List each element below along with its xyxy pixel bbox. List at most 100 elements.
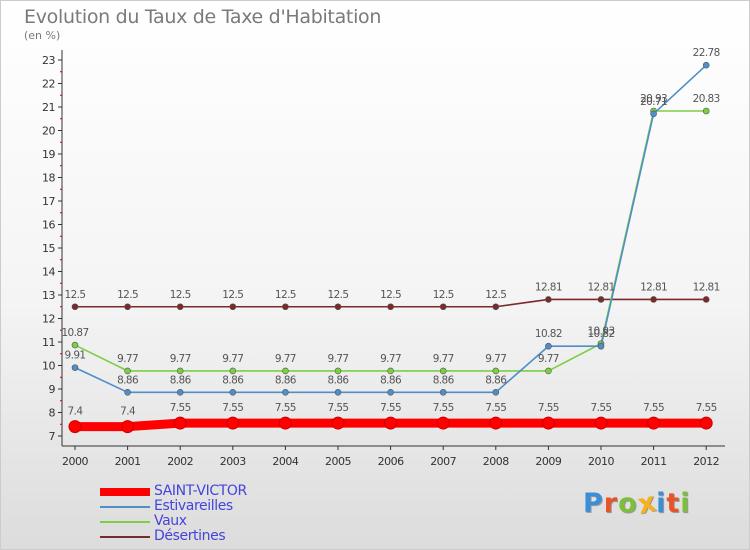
data-point	[594, 416, 608, 430]
data-label: 20.93	[640, 93, 667, 105]
data-label: 7.55	[696, 402, 717, 414]
data-label: 12.81	[535, 281, 562, 293]
data-label: 12.81	[640, 281, 667, 293]
data-label: 9.77	[222, 353, 243, 365]
data-label: 12.5	[433, 289, 454, 301]
data-label: 10.82	[535, 328, 562, 340]
data-label: 9.91	[65, 350, 86, 362]
legend-swatch	[100, 506, 150, 508]
data-point	[492, 367, 500, 375]
legend-label: Estivareilles	[154, 498, 233, 514]
data-label: 12.5	[222, 289, 243, 301]
y-tick-label: 9	[49, 383, 56, 396]
data-point	[282, 303, 289, 311]
data-label: 8.86	[275, 374, 297, 386]
data-point	[492, 303, 500, 311]
data-label: 10.82	[587, 328, 614, 340]
y-tick-label: 12	[42, 313, 55, 326]
data-point	[387, 388, 394, 396]
data-point	[334, 303, 342, 311]
x-tick-label: 2010	[588, 455, 614, 468]
legend-label: Vaux	[154, 513, 187, 529]
y-tick-label: 23	[42, 54, 55, 67]
x-tick-label: 2004	[272, 455, 298, 468]
data-label: 12.5	[485, 289, 506, 301]
x-tick-label: 2008	[483, 455, 509, 468]
data-point	[597, 296, 605, 303]
data-point	[229, 303, 237, 311]
data-label: 7.55	[433, 402, 454, 414]
data-label: 12.5	[65, 289, 86, 301]
data-point	[439, 367, 447, 375]
data-point	[439, 388, 447, 396]
data-label: 22.78	[693, 47, 720, 59]
data-point	[229, 388, 237, 396]
data-label: 7.4	[120, 406, 136, 418]
data-label: 12.81	[587, 281, 614, 293]
data-point	[384, 416, 398, 430]
data-label: 7.55	[328, 402, 349, 414]
data-point	[121, 420, 135, 434]
data-point	[226, 416, 240, 430]
y-tick-label: 15	[42, 242, 55, 255]
y-tick-label: 10	[42, 360, 55, 373]
data-point	[492, 388, 500, 396]
data-label: 12.5	[275, 289, 296, 301]
data-point	[124, 367, 131, 375]
data-label: 9.77	[117, 353, 138, 365]
data-point	[229, 367, 237, 375]
data-label: 9.77	[485, 353, 506, 365]
data-point	[176, 303, 184, 311]
series-estivareilles	[71, 61, 710, 396]
data-point	[545, 342, 552, 350]
data-label: 8.86	[222, 374, 244, 386]
data-point	[436, 416, 450, 430]
data-point	[71, 341, 79, 349]
data-labels: 12.5 12.5 12.5 12.5 12.5 12.5 12.5 12.5 12.5 12.8…	[61, 47, 720, 418]
data-point	[387, 303, 394, 311]
data-label: 20.71	[640, 96, 667, 108]
data-point	[489, 416, 503, 430]
data-point	[68, 420, 82, 434]
data-point	[647, 416, 661, 430]
data-label: 7.55	[275, 402, 296, 414]
data-point	[71, 364, 79, 371]
data-point	[331, 416, 345, 430]
x-tick-label: 2007	[430, 455, 456, 468]
data-label: 7.55	[538, 402, 559, 414]
x-tick-label: 2003	[220, 455, 246, 468]
x-tick-label: 2002	[167, 455, 193, 468]
data-point	[702, 61, 710, 69]
data-point	[334, 388, 342, 396]
y-tick-label: 11	[42, 336, 55, 349]
legend-swatch	[100, 488, 150, 496]
data-label: 9.77	[328, 353, 349, 365]
data-label: 12.81	[693, 281, 720, 293]
y-tick-label: 7	[49, 430, 56, 443]
data-label: 10.93	[587, 326, 614, 338]
data-label: 9.77	[170, 353, 191, 365]
data-point	[545, 296, 552, 303]
x-tick-label: 2001	[115, 455, 141, 468]
proxiti-logo: Proxiti	[583, 486, 691, 521]
data-point	[545, 367, 552, 375]
chart-subtitle: (en %)	[24, 29, 61, 42]
series-d-sertines	[71, 296, 710, 311]
data-label: 8.86	[485, 374, 507, 386]
data-label: 7.55	[591, 402, 612, 414]
data-label: 7.4	[68, 406, 84, 418]
y-tick-label: 22	[42, 78, 55, 91]
data-point	[702, 296, 710, 303]
data-label: 7.55	[222, 402, 243, 414]
y-tick-label: 8	[49, 407, 56, 420]
data-label: 10.87	[61, 327, 88, 339]
data-label: 12.5	[380, 289, 401, 301]
legend-swatch	[100, 536, 150, 538]
data-label: 7.55	[485, 402, 506, 414]
x-tick-label: 2000	[62, 455, 88, 468]
data-point	[597, 342, 605, 350]
y-tick-label: 14	[42, 266, 55, 279]
data-label: 8.86	[170, 374, 192, 386]
legend-swatch	[100, 521, 150, 523]
